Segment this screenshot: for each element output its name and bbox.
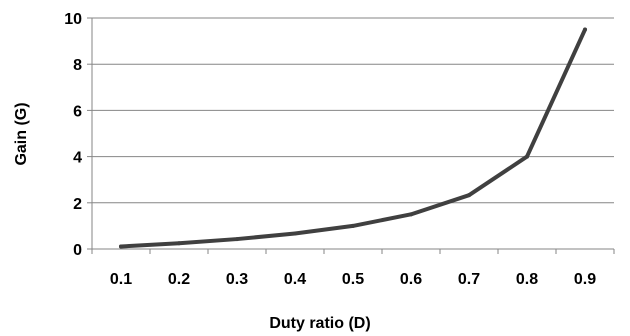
x-tick-label: 0.9 [574, 271, 596, 288]
y-tick-label: 0 [73, 242, 82, 259]
y-tick-label: 2 [73, 196, 82, 213]
axes [87, 17, 615, 254]
x-tick-label: 0.8 [516, 271, 538, 288]
data-point [467, 193, 471, 198]
x-tick-label: 0.2 [168, 271, 190, 288]
y-tick-label: 4 [73, 150, 82, 167]
x-tick-label: 0.4 [284, 271, 306, 288]
data-point [235, 237, 239, 242]
series-line-0 [119, 27, 587, 249]
data-point [119, 244, 123, 249]
x-tick-label: 0.6 [400, 271, 422, 288]
y-tick-label: 8 [73, 57, 82, 74]
data-point [293, 231, 297, 236]
grid-lines [92, 17, 614, 204]
series-layer [119, 27, 587, 249]
x-tick-label: 0.7 [458, 271, 480, 288]
x-tick-labels: 0.1 0.2 0.3 0.4 0.5 0.6 0.7 0.8 0.9 [110, 271, 596, 288]
y-tick-label: 6 [73, 103, 82, 120]
x-tick-label: 0.3 [226, 271, 248, 288]
data-point [351, 223, 355, 228]
data-point [409, 212, 413, 217]
y-tick-label: 10 [64, 11, 82, 28]
data-point [583, 27, 587, 32]
x-tick-label: 0.5 [342, 271, 364, 288]
x-axis-title: Duty ratio (D) [269, 315, 370, 332]
y-tick-labels: 0 2 4 6 8 10 [64, 11, 82, 259]
x-tick-label: 0.1 [110, 271, 132, 288]
y-axis-title: Gain (G) [13, 102, 30, 165]
data-point [525, 154, 529, 159]
data-point [177, 241, 181, 246]
